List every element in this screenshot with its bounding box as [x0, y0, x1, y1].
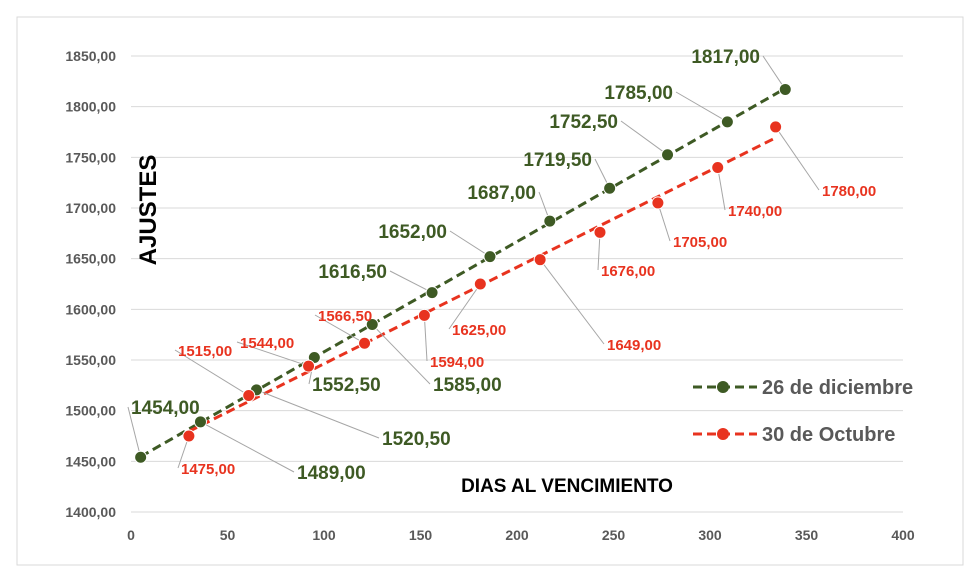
data-label: 1785,00	[604, 83, 673, 104]
data-point	[778, 82, 792, 96]
data-point	[473, 277, 487, 291]
data-label: 1625,00	[452, 322, 506, 339]
leader-line	[657, 202, 671, 242]
data-point	[711, 160, 725, 174]
data-point	[483, 250, 497, 264]
leader-line	[174, 349, 249, 396]
data-point	[593, 225, 607, 239]
data-label: 1740,00	[728, 203, 782, 220]
data-point	[720, 115, 734, 129]
data-label: 1489,00	[297, 463, 366, 484]
x-tick-label: 400	[891, 527, 915, 543]
y-tick-label: 1750,00	[65, 149, 116, 165]
y-tick-label: 1800,00	[65, 99, 116, 115]
leader-line	[762, 55, 786, 90]
leader-line	[314, 314, 365, 344]
data-point	[651, 196, 665, 210]
trend-line	[139, 87, 787, 458]
data-label: 1687,00	[467, 183, 536, 204]
x-tick-label: 50	[220, 527, 236, 543]
gridlines	[131, 55, 903, 513]
x-tick-label: 300	[698, 527, 722, 543]
x-axis-ticks: 0 50 100 150 200 250 300 350 400	[127, 527, 915, 543]
x-tick-label: 250	[602, 527, 626, 543]
y-tick-label: 1850,00	[65, 48, 116, 64]
y-tick-label: 1650,00	[65, 251, 116, 267]
x-axis-title: DIAS AL VENCIMIENTO	[461, 476, 673, 497]
data-label: 1719,50	[523, 150, 592, 171]
data-point	[242, 388, 256, 402]
data-point	[603, 181, 617, 195]
data-point	[543, 214, 557, 228]
legend-marker-oct	[717, 428, 729, 440]
data-point	[417, 308, 431, 322]
data-point	[193, 415, 207, 429]
leader-line	[675, 91, 728, 123]
legend-label-dic: 26 de diciembre	[762, 377, 913, 399]
leader-line	[236, 341, 309, 367]
data-labels: 1454,00 1489,00 1520,50 1552,50 1585,00 1616,…	[131, 47, 876, 484]
data-label: 1649,00	[607, 337, 661, 354]
leader-line	[449, 230, 491, 258]
leader-line	[200, 421, 295, 473]
x-tick-label: 150	[409, 527, 433, 543]
data-label: 1652,00	[378, 222, 447, 243]
data-point	[661, 148, 675, 162]
data-point	[182, 429, 196, 443]
leader-line	[389, 270, 433, 294]
data-label: 1475,00	[181, 461, 235, 478]
data-point	[302, 359, 316, 373]
data-label: 1515,00	[178, 343, 232, 360]
data-label: 1616,50	[318, 262, 387, 283]
y-tick-label: 1400,00	[65, 504, 116, 520]
data-label: 1454,00	[131, 398, 200, 419]
data-label: 1544,00	[240, 335, 294, 352]
label-leader-lines	[127, 55, 820, 473]
data-label: 1705,00	[673, 234, 727, 251]
legend: 26 de diciembre 30 de Octubre	[693, 377, 913, 446]
legend-label-oct: 30 de Octubre	[762, 424, 895, 446]
data-point	[533, 253, 547, 267]
data-label: 1552,50	[312, 375, 381, 396]
data-label: 1817,00	[691, 47, 760, 68]
leader-line	[620, 120, 668, 156]
y-tick-label: 1550,00	[65, 352, 116, 368]
x-tick-label: 100	[312, 527, 336, 543]
leader-line	[775, 126, 820, 191]
data-label: 1594,00	[430, 354, 484, 371]
data-points	[134, 82, 792, 464]
data-label: 1676,00	[601, 263, 655, 280]
legend-marker-dic	[717, 381, 729, 393]
data-point	[425, 286, 439, 300]
data-point	[365, 318, 379, 332]
data-point	[358, 336, 372, 350]
data-label: 1780,00	[822, 183, 876, 200]
y-axis-title: AJUSTES	[135, 155, 162, 266]
data-label: 1585,00	[433, 375, 502, 396]
y-tick-label: 1700,00	[65, 200, 116, 216]
data-point	[134, 450, 148, 464]
data-label: 1520,50	[382, 429, 451, 450]
data-point	[769, 120, 783, 134]
x-tick-label: 350	[795, 527, 819, 543]
chart-frame	[16, 16, 964, 566]
y-tick-label: 1450,00	[65, 453, 116, 469]
leader-line	[717, 167, 726, 211]
y-tick-label: 1500,00	[65, 403, 116, 419]
leader-line	[423, 315, 428, 362]
x-tick-label: 200	[505, 527, 529, 543]
data-label: 1752,50	[549, 112, 618, 133]
leader-line	[371, 324, 431, 385]
y-axis-ticks: 1400,00 1450,00 1500,00 1550,00 1600,00 1650,…	[65, 48, 116, 520]
x-tick-label: 0	[127, 527, 135, 543]
data-label: 1566,50	[318, 308, 372, 325]
leader-line	[256, 389, 380, 439]
leader-line	[448, 283, 481, 330]
leader-line	[539, 259, 605, 345]
leader-line	[127, 406, 142, 458]
y-tick-label: 1600,00	[65, 301, 116, 317]
